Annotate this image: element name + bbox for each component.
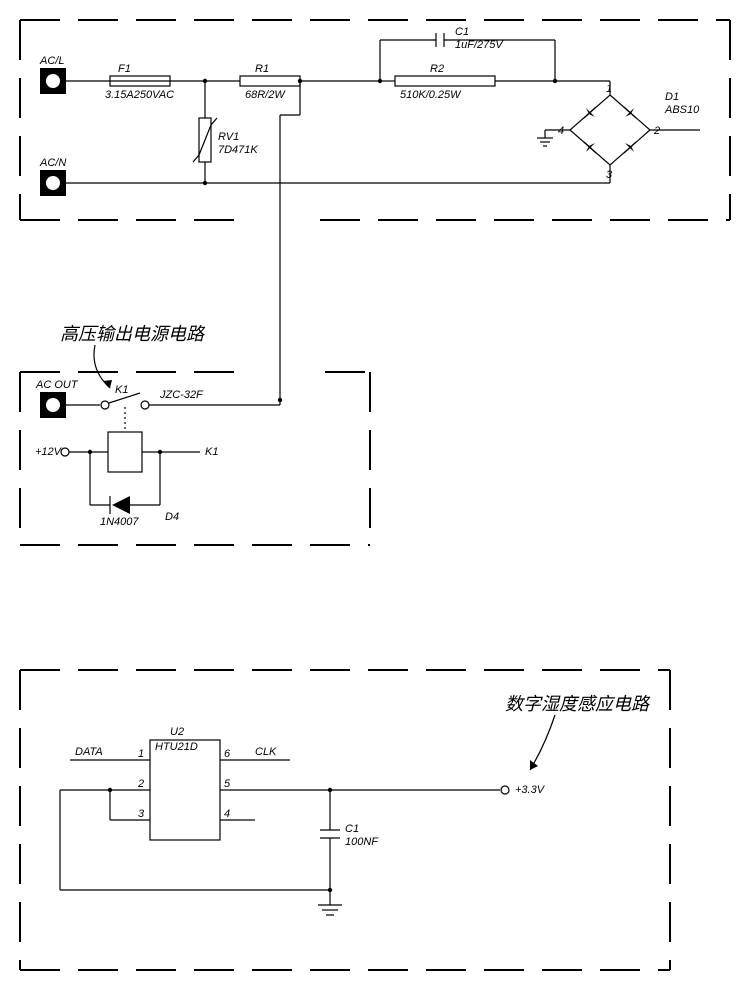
top-section-box	[20, 20, 730, 220]
component-d1-bridge: 1 2 3 4 D1 ABS10	[558, 83, 700, 181]
component-r2: R2 510K/0.25W	[380, 63, 555, 101]
label-ac-l: AC/L	[39, 55, 64, 67]
c1t-val: 1uF/275V	[455, 39, 504, 51]
component-f1: F1 3.15A250VAC	[105, 63, 174, 101]
label-ac-n: AC/N	[39, 157, 66, 169]
humidity-section-label: 数字湿度感应电路	[505, 694, 651, 714]
terminal-ac-l: AC/L	[39, 55, 66, 94]
c1t-ref: C1	[455, 26, 469, 38]
component-c1-bot: C1 100NF	[320, 788, 379, 892]
bridge-pin1: 1	[606, 83, 612, 95]
d1-val: ABS10	[664, 104, 700, 116]
u2-p4: 4	[224, 808, 230, 820]
d1-ref: D1	[665, 91, 679, 103]
component-c1-top: C1 1uF/275V	[380, 26, 555, 81]
d4-ref: D4	[165, 511, 179, 523]
net-clk: CLK	[255, 746, 277, 758]
u2-p1: 1	[138, 748, 144, 760]
u2-p6: 6	[224, 748, 231, 760]
label-12v: +12V	[35, 446, 63, 458]
d4-val: 1N4007	[100, 516, 139, 528]
rv1-ref: RV1	[218, 131, 239, 143]
f1-val: 3.15A250VAC	[105, 89, 174, 101]
f1-ref: F1	[118, 63, 131, 75]
u2-ref: U2	[170, 726, 184, 738]
u2-val: HTU21D	[155, 741, 198, 753]
c1b-val: 100NF	[345, 836, 379, 848]
terminal-ac-n: AC/N	[39, 157, 66, 196]
k1-ref: K1	[115, 384, 128, 396]
component-k1: K1 JZC-32F K1	[90, 384, 282, 472]
u2-p5: 5	[224, 778, 231, 790]
c1b-ref: C1	[345, 823, 359, 835]
schematic-canvas: AC/L AC/N F1 3.15A250VAC R1 68R/2W R2 51…	[0, 0, 745, 1000]
r2-ref: R2	[430, 63, 444, 75]
u2-p2: 2	[137, 778, 144, 790]
bridge-pin2: 2	[653, 125, 660, 137]
component-u2: U2 HTU21D 1 2 3 6 5 4	[130, 726, 240, 840]
r1-ref: R1	[255, 63, 269, 75]
hv-section-label: 高压输出电源电路	[60, 324, 206, 344]
u2-p3: 3	[138, 808, 145, 820]
k1-val: JZC-32F	[159, 389, 204, 401]
k1-net: K1	[205, 446, 218, 458]
component-r1: R1 68R/2W	[240, 63, 300, 101]
gnd-bridge	[537, 130, 553, 146]
label-ac-out: AC OUT	[35, 379, 79, 391]
r2-val: 510K/0.25W	[400, 89, 462, 101]
r1-val: 68R/2W	[245, 89, 286, 101]
terminal-12v: +12V	[35, 446, 90, 458]
gnd-humidity	[318, 890, 342, 915]
terminal-ac-out: AC OUT	[35, 379, 79, 418]
label-3v3: +3.3V	[515, 784, 546, 796]
rv1-val: 7D471K	[218, 144, 258, 156]
net-data: DATA	[75, 746, 103, 758]
bridge-pin4: 4	[558, 125, 564, 137]
